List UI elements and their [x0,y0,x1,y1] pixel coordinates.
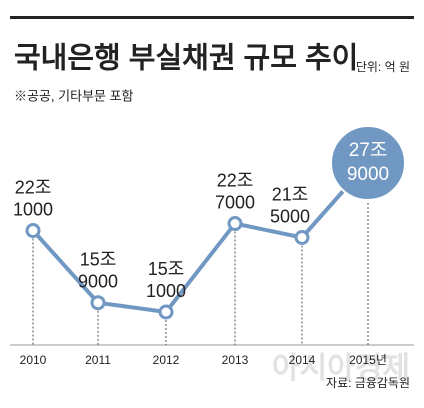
value-label: 27조 [349,140,388,161]
value-label: 9000 [78,271,118,291]
x-tick-label: 2014 [289,353,316,367]
highlight-point [330,125,406,201]
unit-note: 단위: 억 원 [356,60,410,74]
point [227,216,243,232]
value-label: 15조 [148,259,185,279]
x-tick-label: 2011 [85,353,111,367]
source: 자료: 금융감독원 [326,376,410,390]
value-label: 1000 [13,199,53,219]
value-label: 5000 [270,206,310,226]
value-label: 22조 [217,170,254,190]
subtitle: ※공공, 기타부문 포함 [14,88,134,103]
value-label: 7000 [215,192,255,212]
value-label: 21조 [272,184,309,204]
x-tick-label: 2013 [222,353,249,367]
line [31,161,370,315]
value-label: 1000 [146,281,186,301]
x-tick-label: 2015년 [349,353,387,367]
point [158,304,174,320]
value-label: 22조 [15,177,52,197]
value-label: 9000 [347,164,389,185]
point [90,295,106,311]
x-tick-label: 2010 [20,353,47,367]
top-rule [10,16,414,19]
chart-title: 국내은행 부실채권 규모 추이 [14,42,358,75]
point [25,223,41,239]
watermark: 아시아경제 [272,352,410,385]
point [294,230,310,245]
value-label: 15조 [80,249,117,269]
x-tick-label: 2012 [153,353,180,367]
